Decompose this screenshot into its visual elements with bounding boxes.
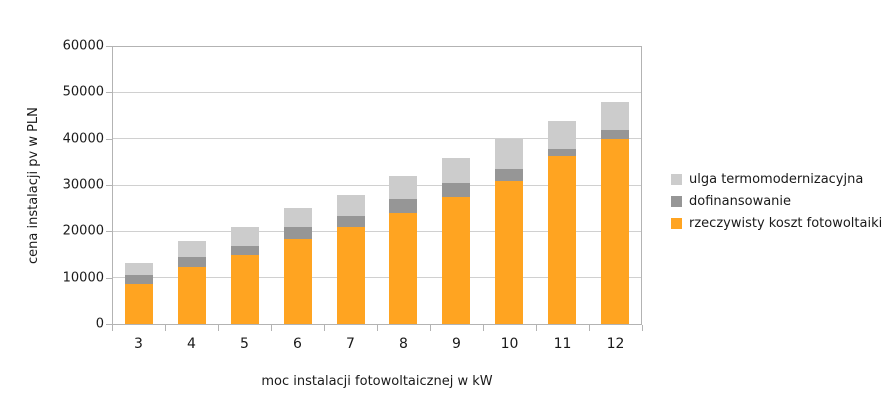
bar-segment-rzeczywisty-koszt-fotowoltaiki-5 xyxy=(231,254,259,324)
gridline-20000 xyxy=(113,230,641,232)
bar-segment-dofinansowanie-10 xyxy=(495,169,523,181)
x-tick-label-9: 9 xyxy=(452,336,461,352)
x-tick-label-11: 11 xyxy=(553,336,572,352)
y-tick-mark-30000 xyxy=(106,185,112,186)
x-tick-label-8: 8 xyxy=(399,336,408,352)
x-tick-label-4: 4 xyxy=(187,336,196,352)
bar-segment-rzeczywisty-koszt-fotowoltaiki-10 xyxy=(495,180,523,324)
x-tick-mark-8 xyxy=(536,325,537,331)
bar-segment-ulga-termomodernizacyjna-6 xyxy=(283,207,312,228)
bar-segment-rzeczywisty-koszt-fotowoltaiki-3 xyxy=(125,283,154,324)
x-axis-title: moc instalacji fotowoltaicznej w kW xyxy=(261,374,493,389)
bar-segment-dofinansowanie-12 xyxy=(600,130,629,140)
x-tick-mark-0 xyxy=(112,325,113,331)
gridline-40000 xyxy=(113,138,641,140)
legend-color-swatch-rzeczywisty-koszt-fotowoltaiki xyxy=(671,218,682,229)
bar-segment-dofinansowanie-5 xyxy=(231,245,259,255)
bar-segment-dofinansowanie-4 xyxy=(178,257,207,268)
x-tick-label-10: 10 xyxy=(500,336,519,352)
y-tick-mark-60000 xyxy=(106,46,112,47)
plot-area xyxy=(112,46,642,325)
bar-segment-ulga-termomodernizacyjna-12 xyxy=(600,102,629,131)
legend-item-rzeczywisty-koszt-fotowoltaiki: rzeczywisty koszt fotowoltaiki xyxy=(671,216,882,231)
x-tick-label-5: 5 xyxy=(240,336,249,352)
bar-segment-dofinansowanie-11 xyxy=(547,148,576,156)
bar-segment-ulga-termomodernizacyjna-8 xyxy=(389,176,418,200)
legend-color-swatch-dofinansowanie xyxy=(671,196,682,207)
bar-segment-ulga-termomodernizacyjna-11 xyxy=(547,120,576,149)
x-tick-mark-9 xyxy=(589,325,590,331)
legend-color-swatch-ulga-termomodernizacyjna xyxy=(671,174,682,185)
x-tick-mark-4 xyxy=(324,325,325,331)
bar-segment-rzeczywisty-koszt-fotowoltaiki-9 xyxy=(442,197,471,324)
y-tick-label-20000: 20000 xyxy=(62,223,104,239)
bar-segment-ulga-termomodernizacyjna-10 xyxy=(495,139,523,170)
bar-segment-dofinansowanie-6 xyxy=(283,227,312,239)
bar-segment-ulga-termomodernizacyjna-4 xyxy=(178,240,207,258)
y-tick-label-30000: 30000 xyxy=(62,177,104,193)
bar-segment-dofinansowanie-7 xyxy=(336,215,365,228)
bar-segment-rzeczywisty-koszt-fotowoltaiki-11 xyxy=(547,155,576,324)
legend-label-ulga-termomodernizacyjna: ulga termomodernizacyjna xyxy=(689,172,864,187)
y-tick-label-50000: 50000 xyxy=(62,84,104,100)
gridline-50000 xyxy=(113,92,641,94)
y-tick-label-40000: 40000 xyxy=(62,131,104,147)
y-tick-label-0: 0 xyxy=(95,316,104,332)
bar-segment-rzeczywisty-koszt-fotowoltaiki-6 xyxy=(283,238,312,324)
bar-segment-rzeczywisty-koszt-fotowoltaiki-8 xyxy=(389,213,418,324)
bar-segment-ulga-termomodernizacyjna-5 xyxy=(231,227,259,246)
bar-segment-ulga-termomodernizacyjna-7 xyxy=(336,194,365,216)
bar-segment-ulga-termomodernizacyjna-9 xyxy=(442,157,471,184)
bar-segment-dofinansowanie-3 xyxy=(125,274,154,284)
x-tick-label-3: 3 xyxy=(134,336,143,352)
x-tick-label-12: 12 xyxy=(606,336,625,352)
x-tick-mark-5 xyxy=(377,325,378,331)
x-tick-mark-10 xyxy=(642,325,643,331)
legend-item-dofinansowanie: dofinansowanie xyxy=(671,194,882,209)
bar-segment-dofinansowanie-8 xyxy=(389,199,418,214)
x-tick-mark-3 xyxy=(271,325,272,331)
x-tick-label-7: 7 xyxy=(346,336,355,352)
x-tick-label-6: 6 xyxy=(293,336,302,352)
legend-item-ulga-termomodernizacyjna: ulga termomodernizacyjna xyxy=(671,172,882,187)
x-tick-mark-6 xyxy=(430,325,431,331)
y-tick-mark-0 xyxy=(106,324,112,325)
y-tick-mark-40000 xyxy=(106,138,112,140)
bar-segment-ulga-termomodernizacyjna-3 xyxy=(125,262,154,275)
y-tick-label-10000: 10000 xyxy=(62,270,104,286)
legend-label-dofinansowanie: dofinansowanie xyxy=(689,194,792,209)
x-tick-mark-2 xyxy=(218,325,219,331)
legend: ulga termomodernizacyjna dofinansowanie rz… xyxy=(671,165,882,238)
bar-segment-rzeczywisty-koszt-fotowoltaiki-7 xyxy=(336,227,365,324)
bar-segment-rzeczywisty-koszt-fotowoltaiki-12 xyxy=(600,139,629,324)
y-tick-label-60000: 60000 xyxy=(62,38,104,54)
bar-segment-dofinansowanie-9 xyxy=(442,183,471,198)
x-tick-mark-7 xyxy=(483,325,484,331)
legend-label-rzeczywisty-koszt-fotowoltaiki: rzeczywisty koszt fotowoltaiki xyxy=(689,216,883,231)
y-tick-mark-10000 xyxy=(106,277,112,279)
bar-segment-rzeczywisty-koszt-fotowoltaiki-4 xyxy=(178,267,207,324)
y-tick-mark-50000 xyxy=(106,92,112,94)
gridline-30000 xyxy=(113,184,641,186)
gridline-10000 xyxy=(113,276,641,278)
y-tick-mark-20000 xyxy=(106,231,112,233)
x-tick-mark-1 xyxy=(165,325,166,331)
